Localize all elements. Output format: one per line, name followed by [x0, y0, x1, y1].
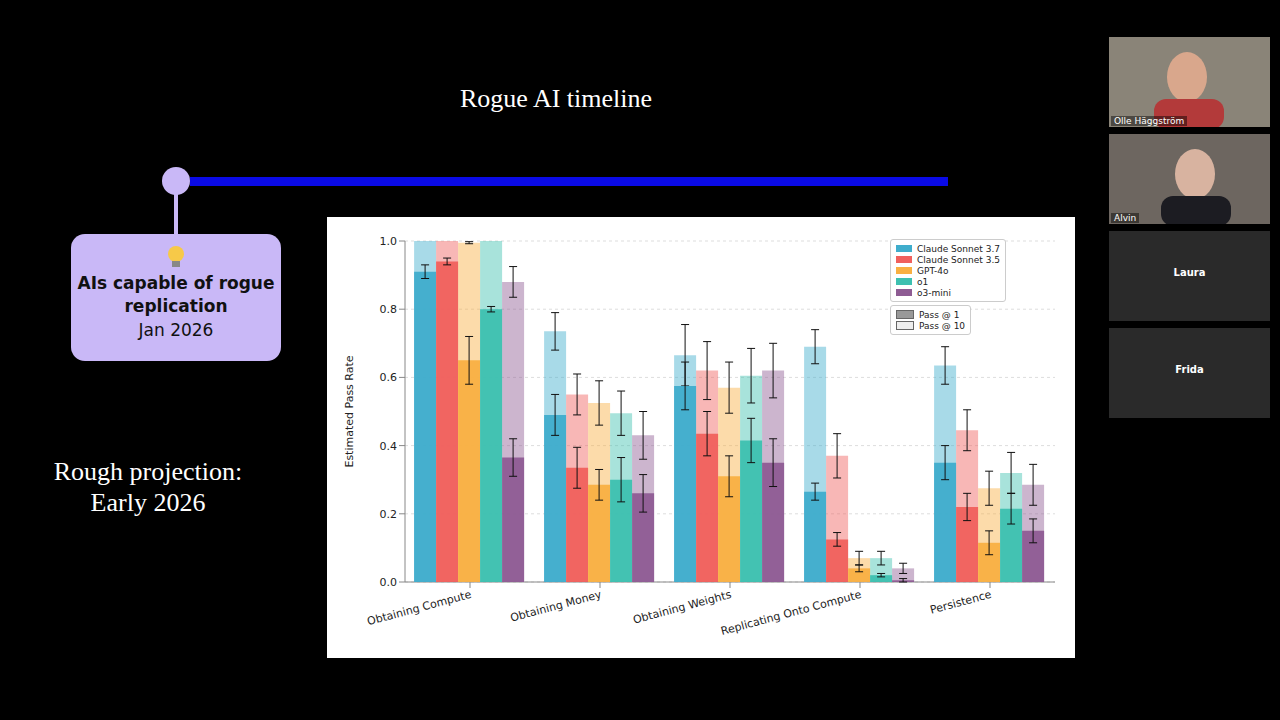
html-text:Claude Sonnet 3.7: Claude Sonnet 3.7 — [917, 243, 1000, 254]
html-text:Rough projection:: Rough projection: — [53, 457, 243, 486]
svg-text:Replicating Onto Compute: Replicating Onto Compute — [719, 588, 863, 638]
svg-text:0.6: 0.6 — [380, 371, 398, 384]
svg-text:Persistence: Persistence — [929, 588, 993, 617]
html-text:AIs capable of rogue replicati: AIs capable of rogue replication — [77, 273, 275, 316]
html-text:Early 2026: Early 2026 — [90, 488, 206, 517]
svg-text:Estimated Pass Rate: Estimated Pass Rate — [343, 355, 356, 467]
html-text:Jan 2026: Jan 2026 — [138, 320, 214, 340]
html-text:Rogue AI timeline: Rogue AI timeline — [460, 84, 652, 113]
html-text:o3-mini: o3-mini — [917, 287, 951, 298]
html-text:Pass @ 1: Pass @ 1 — [919, 309, 960, 320]
html-text:Olle Häggström: Olle Häggström — [1114, 116, 1185, 126]
svg-text:1.0: 1.0 — [380, 235, 398, 248]
html-text:Laura: Laura — [1173, 267, 1206, 278]
html-text:Alvin: Alvin — [1114, 213, 1137, 223]
svg-text:Obtaining Money: Obtaining Money — [509, 588, 603, 625]
html-text:Pass @ 10: Pass @ 10 — [919, 320, 966, 331]
html-text:GPT-4o: GPT-4o — [917, 265, 949, 276]
svg-text:0.8: 0.8 — [380, 303, 398, 316]
html-text:o1: o1 — [917, 276, 929, 287]
svg-text:Obtaining Compute: Obtaining Compute — [366, 588, 473, 628]
svg-text:0.2: 0.2 — [380, 508, 398, 521]
html-text:Frida: Frida — [1175, 364, 1204, 375]
svg-text:Obtaining Weights: Obtaining Weights — [632, 588, 733, 627]
svg-text:0.0: 0.0 — [380, 576, 398, 589]
html-text:Claude Sonnet 3.5: Claude Sonnet 3.5 — [917, 254, 1000, 265]
svg-text:0.4: 0.4 — [380, 440, 398, 453]
